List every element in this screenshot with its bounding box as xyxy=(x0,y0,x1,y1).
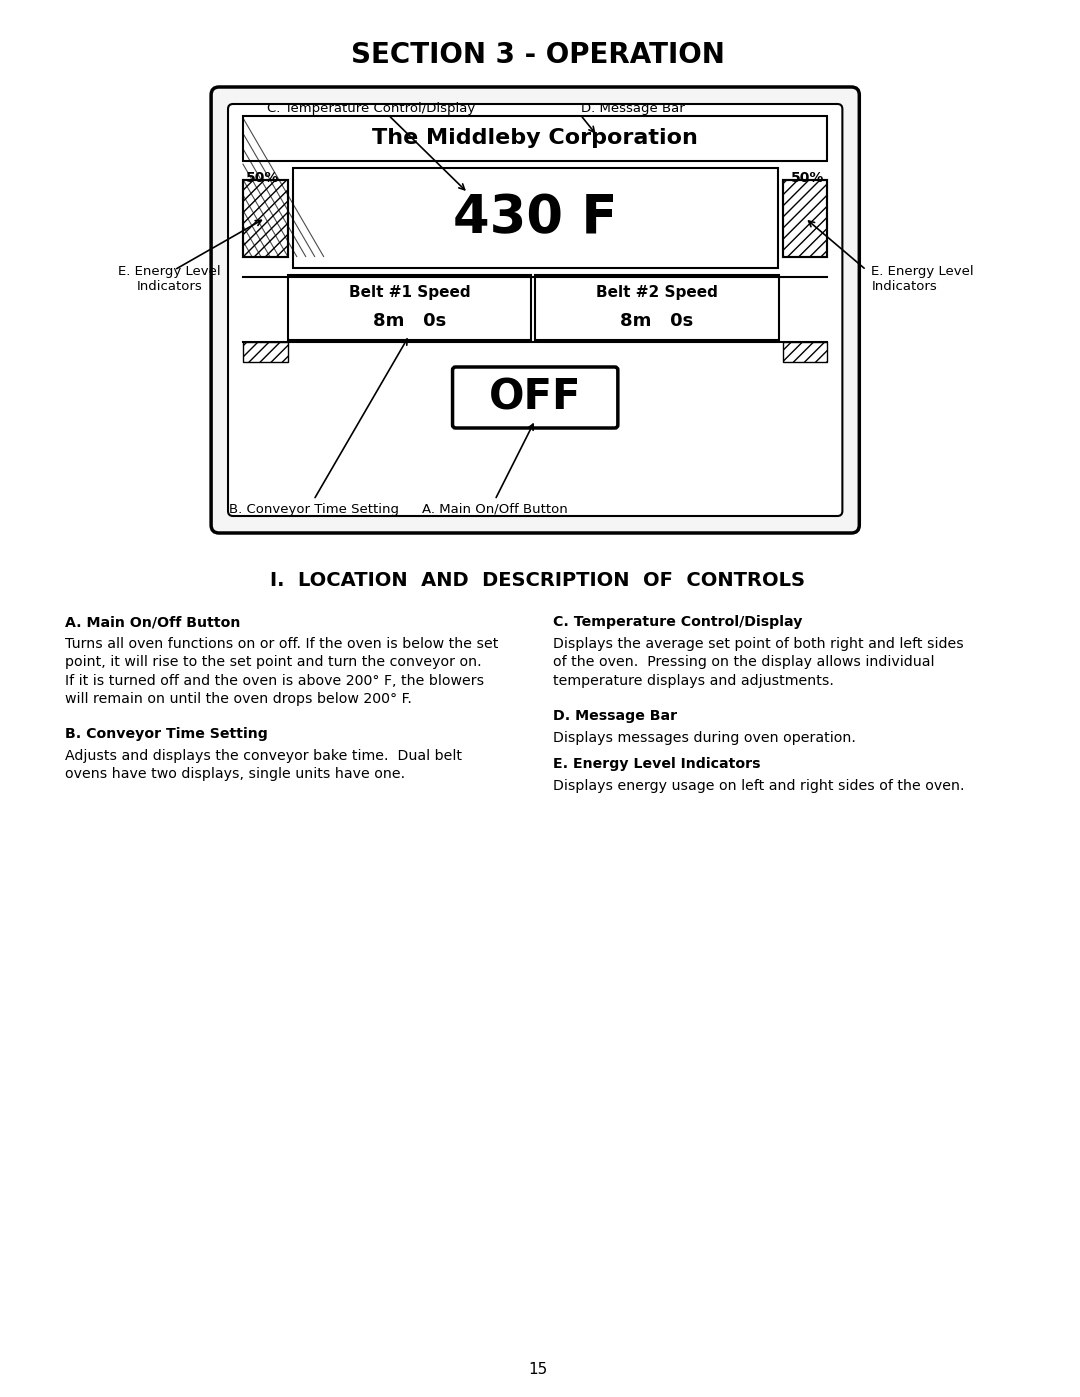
Text: E. Energy Level Indicators: E. Energy Level Indicators xyxy=(553,757,760,771)
Bar xyxy=(536,275,779,339)
Text: B. Conveyor Time Setting: B. Conveyor Time Setting xyxy=(229,503,399,515)
Text: The Middleby Corporation: The Middleby Corporation xyxy=(373,129,698,148)
Bar xyxy=(243,179,287,257)
Text: A. Main On/Off Button: A. Main On/Off Button xyxy=(65,615,240,629)
Bar xyxy=(243,342,287,362)
Bar xyxy=(293,168,778,268)
Text: D. Message Bar: D. Message Bar xyxy=(581,102,685,115)
Text: C. Temperature Control/Display: C. Temperature Control/Display xyxy=(267,102,475,115)
Text: 8m   0s: 8m 0s xyxy=(620,312,693,330)
Text: A. Main On/Off Button: A. Main On/Off Button xyxy=(422,503,568,515)
Text: Displays messages during oven operation.: Displays messages during oven operation. xyxy=(553,731,855,745)
Text: Displays energy usage on left and right sides of the oven.: Displays energy usage on left and right … xyxy=(553,780,964,793)
Bar xyxy=(287,275,531,339)
Text: Belt #2 Speed: Belt #2 Speed xyxy=(596,285,718,300)
Bar xyxy=(783,179,827,257)
Text: 50%: 50% xyxy=(246,170,280,184)
Text: D. Message Bar: D. Message Bar xyxy=(553,710,677,724)
Bar xyxy=(243,116,827,161)
Text: 430 F: 430 F xyxy=(453,191,618,244)
Text: Belt #1 Speed: Belt #1 Speed xyxy=(349,285,470,300)
Bar xyxy=(243,179,287,257)
Text: Adjusts and displays the conveyor bake time.  Dual belt
ovens have two displays,: Adjusts and displays the conveyor bake t… xyxy=(65,749,462,781)
Text: I.  LOCATION  AND  DESCRIPTION  OF  CONTROLS: I. LOCATION AND DESCRIPTION OF CONTROLS xyxy=(270,570,806,590)
Text: 15: 15 xyxy=(528,1362,548,1377)
FancyBboxPatch shape xyxy=(228,103,842,515)
Text: Turns all oven functions on or off. If the oven is below the set
point, it will : Turns all oven functions on or off. If t… xyxy=(65,637,498,707)
FancyBboxPatch shape xyxy=(211,87,860,534)
Text: 8m   0s: 8m 0s xyxy=(373,312,446,330)
FancyBboxPatch shape xyxy=(453,367,618,427)
Text: E. Energy Level
Indicators: E. Energy Level Indicators xyxy=(118,265,220,293)
Text: B. Conveyor Time Setting: B. Conveyor Time Setting xyxy=(65,726,268,740)
Bar xyxy=(783,179,827,257)
Text: SECTION 3 - OPERATION: SECTION 3 - OPERATION xyxy=(351,41,725,68)
Text: Displays the average set point of both right and left sides
of the oven.  Pressi: Displays the average set point of both r… xyxy=(553,637,963,687)
Text: E. Energy Level
Indicators: E. Energy Level Indicators xyxy=(872,265,974,293)
Bar xyxy=(783,342,827,362)
Text: OFF: OFF xyxy=(489,377,581,419)
Text: 50%: 50% xyxy=(791,170,824,184)
Text: C. Temperature Control/Display: C. Temperature Control/Display xyxy=(553,615,802,629)
